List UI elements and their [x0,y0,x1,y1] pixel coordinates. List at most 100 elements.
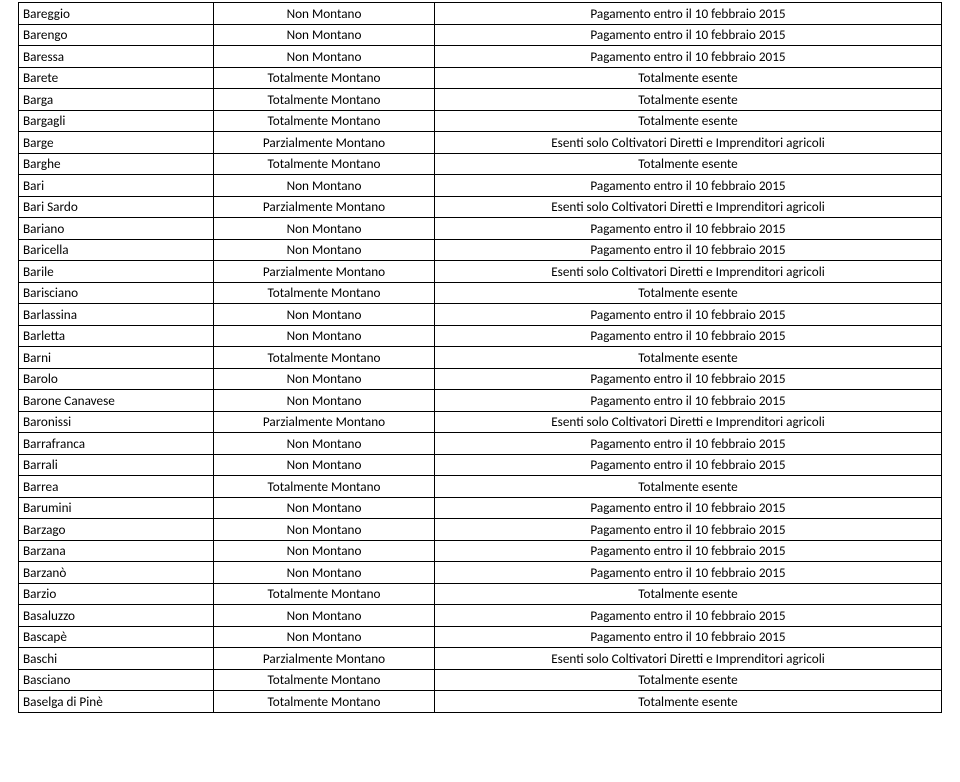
comune-cell: Barletta [19,325,214,347]
comune-cell: Baressa [19,46,214,68]
status-cell: Totalmente esente [435,89,942,111]
classification-cell: Non Montano [214,390,435,412]
status-cell: Esenti solo Coltivatori Diretti e Impren… [435,132,942,154]
table-row: BaroloNon MontanoPagamento entro il 10 f… [19,368,942,390]
classification-cell: Non Montano [214,46,435,68]
table-row: Barone CanaveseNon MontanoPagamento entr… [19,390,942,412]
table-row: BarileParzialmente MontanoEsenti solo Co… [19,261,942,283]
status-cell: Totalmente esente [435,153,942,175]
classification-cell: Totalmente Montano [214,110,435,132]
classification-cell: Totalmente Montano [214,89,435,111]
status-cell: Pagamento entro il 10 febbraio 2015 [435,218,942,240]
table-row: BarrafrancaNon MontanoPagamento entro il… [19,433,942,455]
comune-cell: Barga [19,89,214,111]
comune-cell: Barumini [19,497,214,519]
comune-cell: Bareggio [19,3,214,25]
table-row: BaronissiParzialmente MontanoEsenti solo… [19,411,942,433]
table-row: BarzagoNon MontanoPagamento entro il 10 … [19,519,942,541]
comune-cell: Barrea [19,476,214,498]
classification-cell: Parzialmente Montano [214,648,435,670]
status-cell: Totalmente esente [435,669,942,691]
comune-cell: Basciano [19,669,214,691]
table-row: BascapèNon MontanoPagamento entro il 10 … [19,626,942,648]
status-cell: Pagamento entro il 10 febbraio 2015 [435,304,942,326]
comune-cell: Baricella [19,239,214,261]
classification-cell: Non Montano [214,605,435,627]
classification-cell: Non Montano [214,239,435,261]
status-cell: Pagamento entro il 10 febbraio 2015 [435,626,942,648]
table-row: BarlettaNon MontanoPagamento entro il 10… [19,325,942,347]
status-cell: Pagamento entro il 10 febbraio 2015 [435,368,942,390]
comune-cell: Baschi [19,648,214,670]
status-cell: Pagamento entro il 10 febbraio 2015 [435,239,942,261]
comune-cell: Baronissi [19,411,214,433]
comune-cell: Bari [19,175,214,197]
classification-cell: Totalmente Montano [214,669,435,691]
status-cell: Pagamento entro il 10 febbraio 2015 [435,562,942,584]
classification-cell: Parzialmente Montano [214,132,435,154]
table-row: BargeParzialmente MontanoEsenti solo Col… [19,132,942,154]
comune-cell: Barrafranca [19,433,214,455]
comune-cell: Basaluzzo [19,605,214,627]
comune-cell: Barone Canavese [19,390,214,412]
comune-cell: Barzio [19,583,214,605]
table-row: BasaluzzoNon MontanoPagamento entro il 1… [19,605,942,627]
table-row: BareggioNon MontanoPagamento entro il 10… [19,3,942,25]
status-cell: Pagamento entro il 10 febbraio 2015 [435,46,942,68]
status-cell: Pagamento entro il 10 febbraio 2015 [435,24,942,46]
status-cell: Pagamento entro il 10 febbraio 2015 [435,605,942,627]
classification-cell: Non Montano [214,540,435,562]
status-cell: Esenti solo Coltivatori Diretti e Impren… [435,261,942,283]
status-cell: Totalmente esente [435,476,942,498]
status-cell: Pagamento entro il 10 febbraio 2015 [435,390,942,412]
classification-cell: Parzialmente Montano [214,196,435,218]
status-cell: Totalmente esente [435,110,942,132]
classification-cell: Parzialmente Montano [214,411,435,433]
status-cell: Totalmente esente [435,691,942,713]
status-cell: Totalmente esente [435,282,942,304]
status-cell: Pagamento entro il 10 febbraio 2015 [435,3,942,25]
classification-cell: Non Montano [214,368,435,390]
classification-cell: Non Montano [214,304,435,326]
classification-cell: Non Montano [214,519,435,541]
classification-cell: Totalmente Montano [214,583,435,605]
status-cell: Pagamento entro il 10 febbraio 2015 [435,540,942,562]
comune-cell: Baselga di Pinè [19,691,214,713]
table-row: BarzanaNon MontanoPagamento entro il 10 … [19,540,942,562]
status-cell: Pagamento entro il 10 febbraio 2015 [435,175,942,197]
classification-cell: Non Montano [214,562,435,584]
status-cell: Pagamento entro il 10 febbraio 2015 [435,519,942,541]
classification-cell: Totalmente Montano [214,67,435,89]
table-row: BarengoNon MontanoPagamento entro il 10 … [19,24,942,46]
comune-cell: Bari Sardo [19,196,214,218]
classification-cell: Totalmente Montano [214,691,435,713]
comuni-table-body: BareggioNon MontanoPagamento entro il 10… [19,3,942,713]
comune-cell: Barge [19,132,214,154]
table-row: BarlassinaNon MontanoPagamento entro il … [19,304,942,326]
comune-cell: Barisciano [19,282,214,304]
table-row: BargheTotalmente MontanoTotalmente esent… [19,153,942,175]
classification-cell: Parzialmente Montano [214,261,435,283]
comune-cell: Bariano [19,218,214,240]
status-cell: Pagamento entro il 10 febbraio 2015 [435,325,942,347]
status-cell: Pagamento entro il 10 febbraio 2015 [435,497,942,519]
table-row: BariNon MontanoPagamento entro il 10 feb… [19,175,942,197]
table-row: Baselga di PinèTotalmente MontanoTotalme… [19,691,942,713]
status-cell: Pagamento entro il 10 febbraio 2015 [435,433,942,455]
classification-cell: Non Montano [214,325,435,347]
table-row: BarreaTotalmente MontanoTotalmente esent… [19,476,942,498]
comune-cell: Bargagli [19,110,214,132]
table-row: Bari SardoParzialmente MontanoEsenti sol… [19,196,942,218]
comune-cell: Barengo [19,24,214,46]
table-row: BascianoTotalmente MontanoTotalmente ese… [19,669,942,691]
classification-cell: Non Montano [214,3,435,25]
classification-cell: Totalmente Montano [214,153,435,175]
table-row: BargaTotalmente MontanoTotalmente esente [19,89,942,111]
table-row: BaschiParzialmente MontanoEsenti solo Co… [19,648,942,670]
table-row: BargagliTotalmente MontanoTotalmente ese… [19,110,942,132]
status-cell: Totalmente esente [435,583,942,605]
comune-cell: Barzana [19,540,214,562]
comune-cell: Barrali [19,454,214,476]
comune-cell: Barzanò [19,562,214,584]
table-row: BarniTotalmente MontanoTotalmente esente [19,347,942,369]
